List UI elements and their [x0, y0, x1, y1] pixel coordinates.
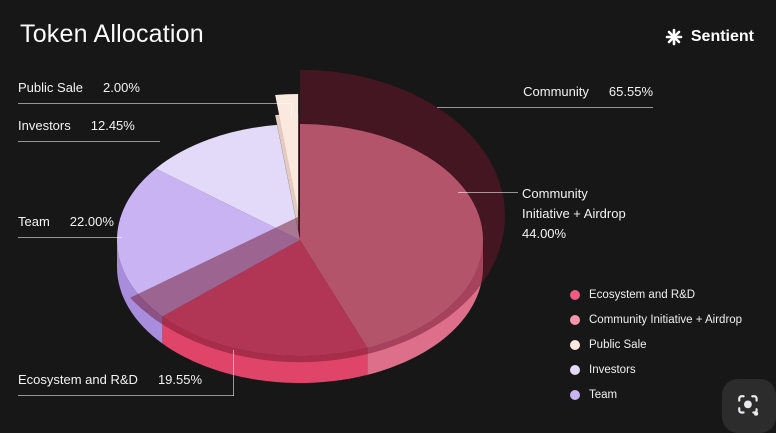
callout-public-sale: Public Sale 2.00%	[18, 80, 292, 104]
legend-label-community-initiative: Community Initiative + Airdrop	[589, 314, 743, 326]
sentient-flower-icon	[665, 28, 683, 46]
legend-swatch-community-initiative	[570, 315, 580, 325]
pie-group-overlay-community	[130, 69, 505, 363]
connector-ecosystem	[233, 350, 234, 396]
callout-ecosystem-pct: 19.55%	[157, 372, 203, 387]
callout-community-pct: 65.55%	[608, 84, 653, 99]
callout-team-pct: 22.00%	[69, 214, 114, 229]
page-title: Token Allocation	[20, 20, 204, 48]
lens-icon	[736, 393, 762, 419]
callout-ci-line1: Community	[522, 186, 588, 201]
pie-wall-ecosystem-and-r-d	[162, 316, 368, 383]
callout-ecosystem: Ecosystem and R&D 19.55%	[18, 372, 234, 396]
callout-community-label: Community	[523, 84, 589, 99]
legend-item-team: Team	[570, 389, 742, 401]
legend-label-investors: Investors	[589, 364, 636, 376]
legend-label-team: Team	[589, 389, 618, 401]
callout-ci-line2: Initiative + Airdrop	[522, 206, 626, 221]
legend-item-ecosystem: Ecosystem and R&D	[570, 289, 742, 301]
legend-swatch-ecosystem	[570, 290, 580, 300]
brand-logo: Sentient	[665, 28, 754, 46]
callout-community: Community 65.55%	[437, 84, 653, 108]
pie-wall-team	[117, 240, 163, 344]
pie-slice-investors	[155, 124, 300, 240]
legend-item-investors: Investors	[570, 364, 742, 376]
lens-button[interactable]	[722, 379, 776, 433]
legend-swatch-team	[570, 390, 580, 400]
callout-investors: Investors 12.45%	[18, 118, 160, 142]
callout-investors-label: Investors	[18, 118, 71, 133]
pie-slice-team	[117, 168, 301, 317]
connector-community-initiative	[458, 192, 518, 193]
legend-label-ecosystem: Ecosystem and R&D	[589, 289, 696, 301]
pie-slice-public-sale	[275, 94, 299, 211]
callout-community-initiative: Community Initiative + Airdrop 44.00%	[522, 184, 626, 244]
callout-public-sale-label: Public Sale	[18, 80, 84, 95]
callout-ecosystem-label: Ecosystem and R&D	[18, 372, 138, 387]
callout-team: Team 22.00%	[18, 214, 122, 238]
legend-label-public-sale: Public Sale	[589, 339, 647, 351]
callout-ci-pct: 44.00%	[522, 226, 567, 241]
callout-team-label: Team	[18, 214, 50, 229]
connector-public-sale	[291, 105, 292, 117]
legend-item-public-sale: Public Sale	[570, 339, 742, 351]
brand-name: Sentient	[690, 28, 754, 45]
legend-item-community-initiative: Community Initiative + Airdrop	[570, 314, 742, 326]
legend-swatch-investors	[570, 365, 580, 375]
callout-public-sale-pct: 2.00%	[103, 80, 140, 95]
callout-investors-pct: 12.45%	[90, 118, 135, 133]
legend-swatch-public-sale	[570, 340, 580, 350]
legend: Ecosystem and R&D Community Initiative +…	[570, 289, 742, 401]
